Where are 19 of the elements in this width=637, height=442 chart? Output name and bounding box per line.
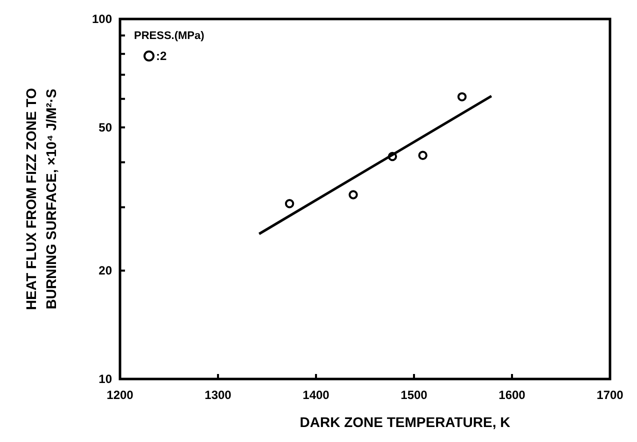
y-tick-label: 20 <box>98 264 112 278</box>
y-tick-label: 100 <box>92 12 112 26</box>
x-tick-label: 1300 <box>204 388 232 402</box>
x-tick-label: 1700 <box>596 388 624 402</box>
y-axis-title: HEAT FLUX FROM FIZZ ZONE TO BURNING SURFACE, ×10⁴ J/M²·S <box>23 88 59 310</box>
point <box>348 190 358 200</box>
point <box>388 152 398 162</box>
x-tick-label: 1400 <box>302 388 330 402</box>
y-tick-label: 50 <box>98 120 112 134</box>
point <box>284 199 294 208</box>
legend-title: PRESS.(MPa) <box>134 30 205 42</box>
x-axis-title: DARK ZONE TEMPERATURE, K <box>300 414 510 430</box>
y-tick-label: 10 <box>98 372 112 386</box>
x-tick-label: 1200 <box>106 388 134 402</box>
x-tick-label: 1500 <box>400 388 428 402</box>
point <box>457 92 467 102</box>
legend-label: :2 <box>156 49 167 63</box>
point <box>418 150 428 160</box>
x-tick-label: 1600 <box>498 388 526 402</box>
